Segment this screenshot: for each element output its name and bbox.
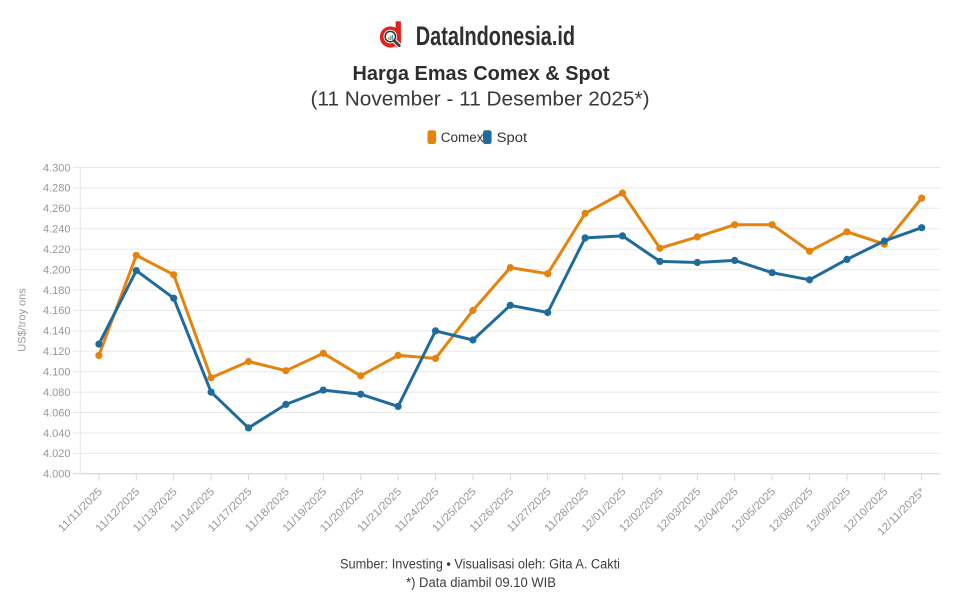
svg-text:4.280: 4.280 — [43, 183, 71, 195]
svg-text:DataIndonesia.id: DataIndonesia.id — [416, 21, 575, 51]
svg-text:Spot: Spot — [497, 130, 528, 145]
svg-text:Sumber: Investing • Visualisas: Sumber: Investing • Visualisasi oleh: Gi… — [340, 557, 620, 572]
svg-text:4.140: 4.140 — [43, 326, 71, 338]
svg-text:4.080: 4.080 — [43, 387, 71, 399]
svg-text:Harga Emas Comex & Spot: Harga Emas Comex & Spot — [353, 63, 610, 85]
svg-text:US$/troy ons: US$/troy ons — [17, 288, 29, 352]
svg-text:Comex: Comex — [441, 130, 484, 145]
svg-text:4.160: 4.160 — [43, 305, 71, 317]
svg-text:4.220: 4.220 — [43, 244, 71, 256]
svg-text:(11 November - 11 Desember 202: (11 November - 11 Desember 2025*) — [311, 88, 650, 110]
svg-text:4.260: 4.260 — [43, 203, 71, 215]
svg-text:4.180: 4.180 — [43, 285, 71, 297]
svg-text:*) Data diambil 09.10 WIB: *) Data diambil 09.10 WIB — [406, 575, 556, 590]
svg-text:4.240: 4.240 — [43, 224, 71, 236]
svg-text:4.300: 4.300 — [43, 162, 71, 174]
svg-text:4.120: 4.120 — [43, 346, 71, 358]
svg-text:4.200: 4.200 — [43, 264, 71, 276]
svg-text:4.020: 4.020 — [43, 448, 71, 460]
svg-text:4.000: 4.000 — [43, 469, 71, 481]
svg-text:4.040: 4.040 — [43, 428, 71, 440]
svg-text:4.060: 4.060 — [43, 407, 71, 419]
svg-text:4.100: 4.100 — [43, 367, 71, 379]
